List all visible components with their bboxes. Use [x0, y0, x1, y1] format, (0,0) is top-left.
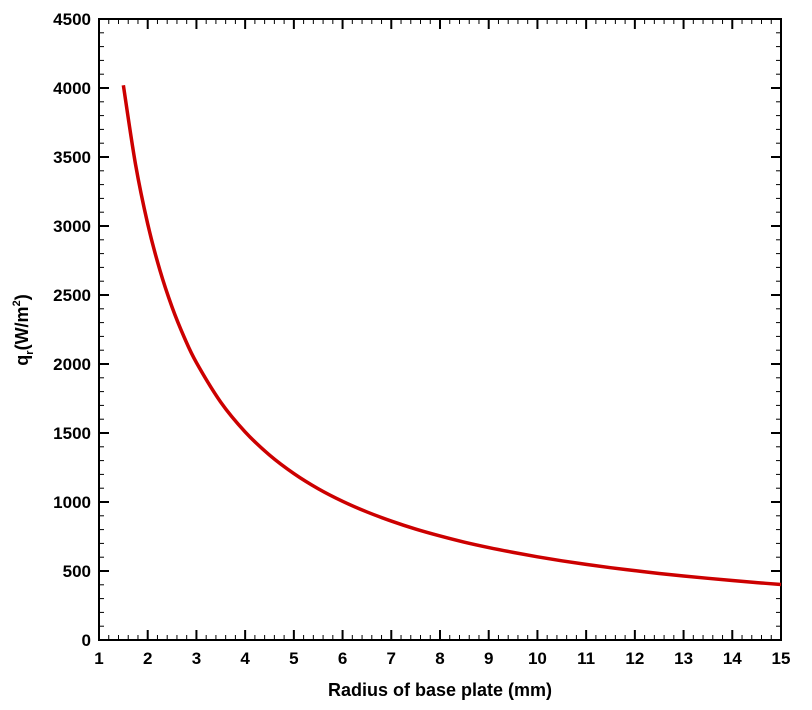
y-tick-label: 1000	[53, 493, 91, 512]
x-tick-label: 6	[338, 649, 347, 668]
y-tick-label: 500	[63, 562, 91, 581]
x-tick-label: 12	[625, 649, 644, 668]
x-tick-label: 10	[528, 649, 547, 668]
x-tick-label: 9	[484, 649, 493, 668]
x-tick-label: 7	[387, 649, 396, 668]
y-tick-label: 0	[82, 631, 91, 650]
y-axis-title-subscript: r	[24, 350, 36, 355]
x-tick-label: 2	[143, 649, 152, 668]
axis-ticks	[98, 18, 782, 641]
x-tick-label: 8	[435, 649, 444, 668]
x-tick-label: 15	[772, 649, 791, 668]
x-tick-label: 1	[94, 649, 103, 668]
x-axis-title: Radius of base plate (mm)	[328, 680, 552, 700]
y-tick-label: 4500	[53, 10, 91, 29]
y-tick-label: 2000	[53, 355, 91, 374]
x-tick-label: 4	[240, 649, 250, 668]
y-axis-title-unit-close: )	[12, 294, 32, 300]
axis-tick-labels: 1 2 3 4 5 6 7 8 9 10 11 12 13 14 150500100015002000250…	[53, 10, 790, 668]
x-tick-label: 14	[723, 649, 742, 668]
y-tick-label: 3500	[53, 148, 91, 167]
y-axis-title-base: q	[12, 355, 32, 366]
x-tick-label: 5	[289, 649, 298, 668]
y-tick-label: 2500	[53, 286, 91, 305]
x-tick-label: 3	[192, 649, 201, 668]
series-group	[121, 84, 782, 587]
y-tick-label: 1500	[53, 424, 91, 443]
y-tick-label: 3000	[53, 217, 91, 236]
y-tick-label: 4000	[53, 79, 91, 98]
series-line	[121, 84, 782, 587]
x-tick-label: 11	[577, 649, 595, 668]
y-axis-title-superscript: 2	[11, 300, 23, 306]
x-tick-label: 13	[674, 649, 693, 668]
y-axis-title-unit-open: (W/m	[12, 306, 32, 350]
y-axis-title: qr(W/m2)	[11, 294, 36, 365]
